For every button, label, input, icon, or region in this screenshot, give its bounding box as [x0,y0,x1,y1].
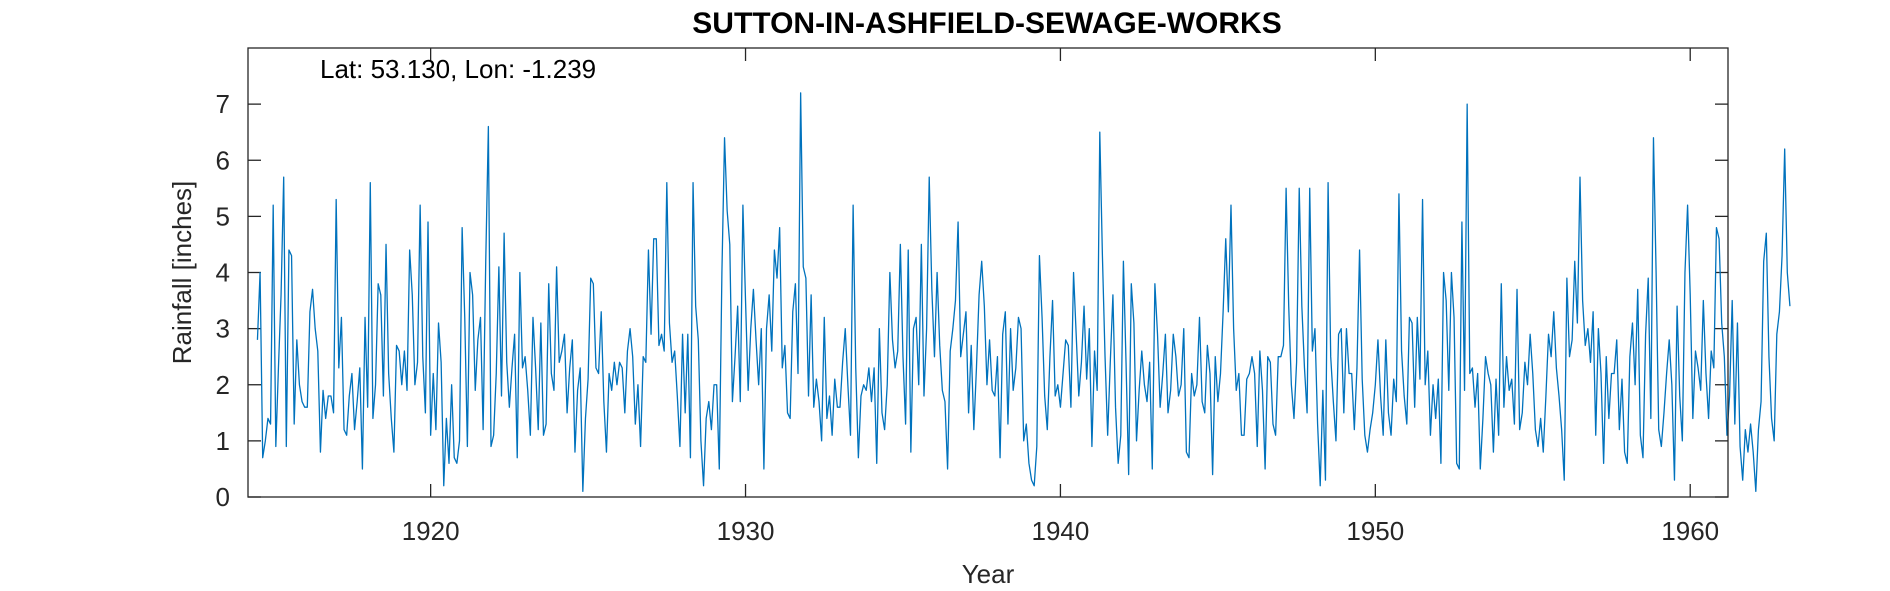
location-annotation: Lat: 53.130, Lon: -1.239 [320,54,596,84]
x-axis-label: Year [962,559,1015,589]
y-axis-label: Rainfall [inches] [167,181,197,365]
rainfall-series-line [256,92,1791,493]
y-tick-label: 0 [216,482,230,512]
y-tick-label: 3 [216,314,230,344]
y-tick-label: 6 [216,145,230,175]
y-tick-label: 1 [216,426,230,456]
y-ticks: 0 1 2 3 4 5 6 7 [216,89,1728,512]
y-tick-label: 7 [216,89,230,119]
y-tick-label: 2 [216,370,230,400]
series-group [256,92,1791,493]
x-tick-label: 1930 [717,516,775,546]
x-tick-label: 1950 [1346,516,1404,546]
chart-title: SUTTON-IN-ASHFIELD-SEWAGE-WORKS [692,7,1281,40]
plot-frame [247,47,1729,498]
x-ticks: 1920 1930 1940 1950 1960 [402,48,1719,546]
y-tick-label: 4 [216,258,230,288]
x-tick-label: 1940 [1032,516,1090,546]
x-tick-label: 1960 [1661,516,1719,546]
y-tick-label: 5 [216,201,230,231]
x-tick-label: 1920 [402,516,460,546]
